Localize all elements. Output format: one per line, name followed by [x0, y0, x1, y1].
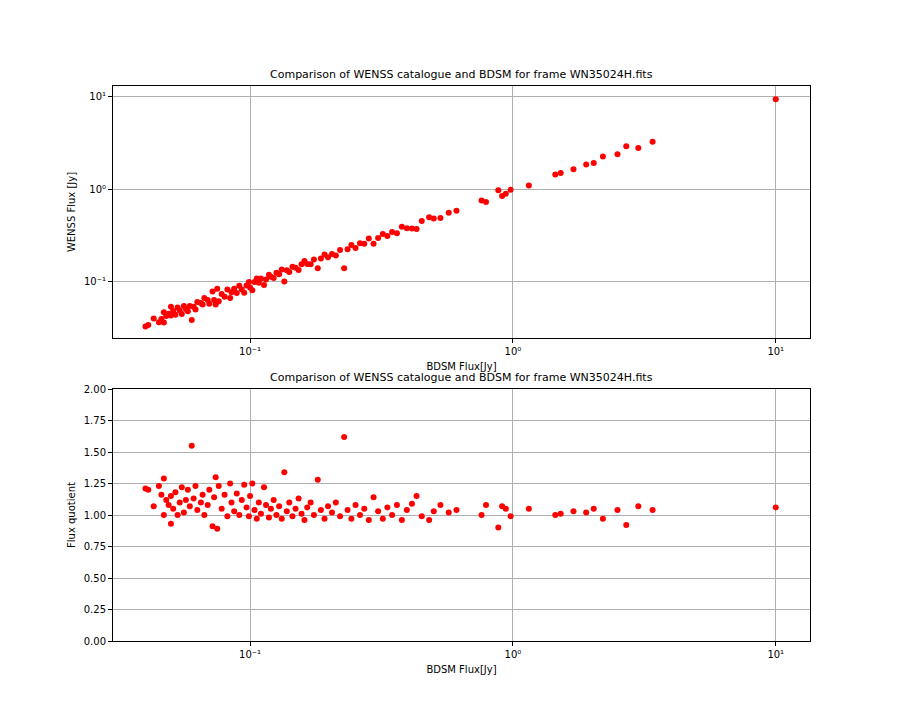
svg-text:0.25: 0.25: [84, 604, 106, 615]
svg-text:0.50: 0.50: [84, 573, 106, 584]
svg-text:10¹: 10¹: [767, 346, 784, 357]
svg-text:10⁻¹: 10⁻¹: [239, 649, 261, 660]
svg-text:10⁰: 10⁰: [89, 184, 106, 195]
svg-text:10⁰: 10⁰: [505, 649, 522, 660]
svg-text:BDSM Flux[Jy]: BDSM Flux[Jy]: [426, 361, 496, 372]
svg-text:Flux quotient: Flux quotient: [66, 482, 77, 548]
svg-text:1.25: 1.25: [84, 478, 106, 489]
svg-text:BDSM Flux[Jy]: BDSM Flux[Jy]: [426, 664, 496, 675]
svg-text:2.00: 2.00: [84, 384, 106, 395]
svg-text:0.75: 0.75: [84, 541, 106, 552]
svg-text:Comparison of WENSS catalogue: Comparison of WENSS catalogue and BDSM f…: [270, 68, 653, 81]
svg-text:10⁻¹: 10⁻¹: [84, 276, 106, 287]
svg-text:1.00: 1.00: [84, 510, 106, 521]
svg-text:10⁰: 10⁰: [505, 346, 522, 357]
svg-text:WENSS Flux [Jy]: WENSS Flux [Jy]: [66, 172, 77, 252]
svg-text:1.75: 1.75: [84, 415, 106, 426]
svg-text:10¹: 10¹: [89, 91, 106, 102]
svg-text:Comparison of WENSS catalogue: Comparison of WENSS catalogue and BDSM f…: [270, 371, 653, 384]
svg-text:1.50: 1.50: [84, 447, 106, 458]
svg-text:0.00: 0.00: [84, 636, 106, 647]
svg-text:10¹: 10¹: [767, 649, 784, 660]
svg-text:10⁻¹: 10⁻¹: [239, 346, 261, 357]
